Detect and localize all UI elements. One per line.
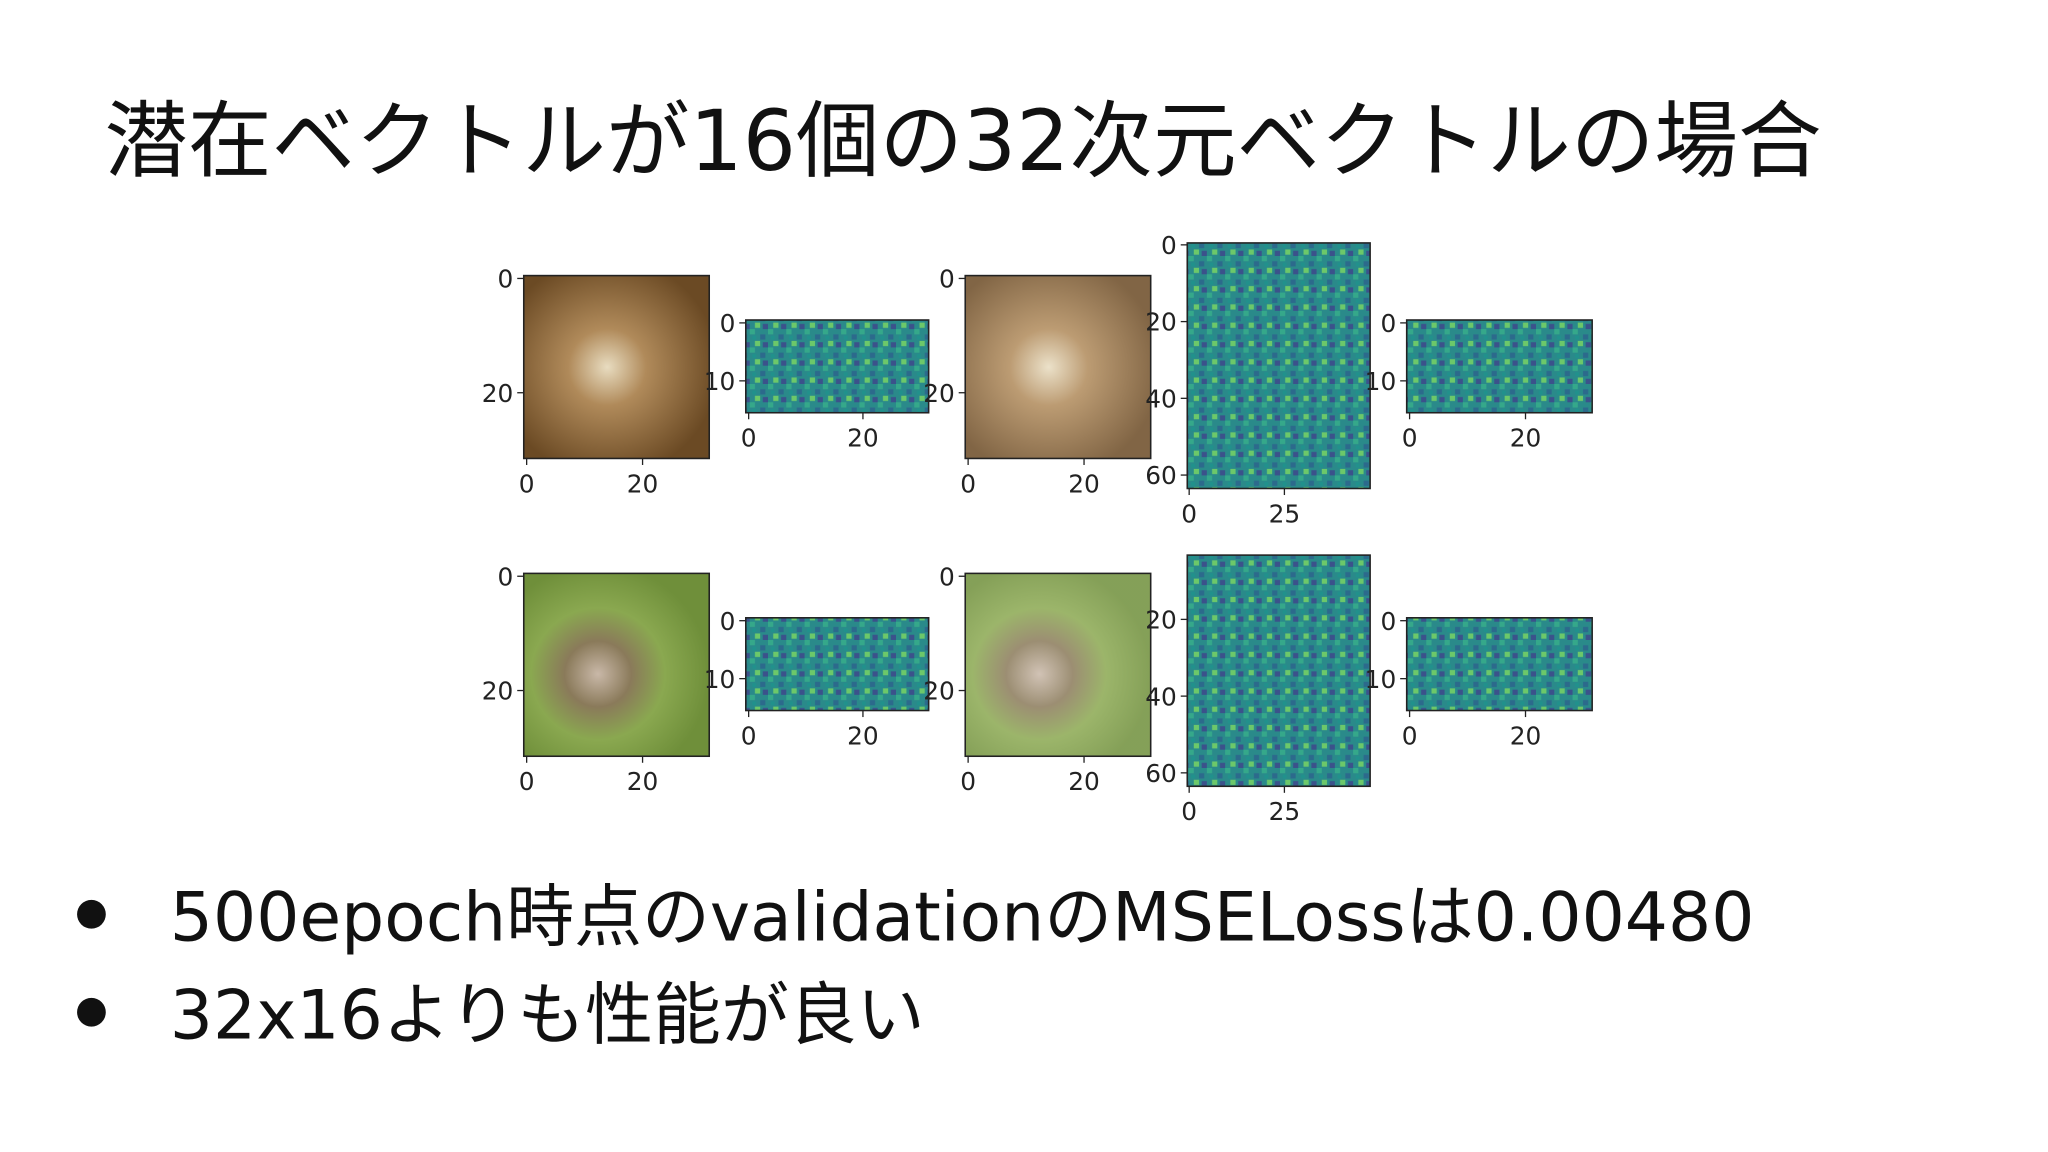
x-tick-label: 0 — [519, 767, 535, 796]
panel-frame — [522, 274, 711, 460]
image-panel — [965, 275, 1151, 459]
heatmap-panel — [745, 617, 929, 711]
y-tick-label: 40 — [1145, 384, 1177, 413]
y-tick-label: 10 — [1365, 665, 1397, 694]
x-tick-label: 20 — [847, 424, 879, 453]
panel-frame — [1186, 242, 1371, 490]
heatmap-panel — [1187, 555, 1371, 787]
x-tick-label: 20 — [1510, 424, 1542, 453]
heatmap-panel — [745, 320, 929, 413]
y-tick-label: 20 — [923, 379, 955, 408]
heatmap-panel — [1187, 242, 1371, 489]
x-tick-label: 0 — [1402, 721, 1418, 750]
y-tick-label: 0 — [720, 309, 736, 338]
y-tick-label: 40 — [1145, 682, 1177, 711]
panel-frame — [522, 572, 711, 758]
x-tick-label: 20 — [1068, 469, 1100, 498]
x-tick-label: 0 — [960, 767, 976, 796]
y-tick-label: 0 — [1380, 607, 1396, 636]
y-tick-label: 0 — [939, 562, 955, 591]
y-tick-label: 0 — [498, 562, 514, 591]
x-tick-label: 20 — [1510, 721, 1542, 750]
image-panel — [523, 573, 710, 757]
bullet-text: 500epoch時点のvalidationのMSELossは0.00480 — [170, 878, 1755, 957]
x-tick-label: 0 — [1181, 499, 1197, 528]
bullet-dot — [77, 899, 106, 929]
x-tick-label: 0 — [741, 424, 757, 453]
y-tick-label: 10 — [704, 665, 736, 694]
x-tick-label: 25 — [1269, 797, 1301, 826]
panel-frame — [1405, 319, 1593, 414]
panel-frame — [745, 617, 930, 712]
y-tick-label: 20 — [923, 677, 955, 706]
panel-frame — [1186, 554, 1371, 788]
x-tick-label: 0 — [1402, 424, 1418, 453]
x-tick-label: 20 — [627, 469, 659, 498]
heatmap-panel — [1406, 320, 1593, 413]
x-tick-label: 0 — [1181, 797, 1197, 826]
panel-frame — [745, 319, 930, 414]
x-tick-label: 20 — [627, 767, 659, 796]
slide-title: 潜在ベクトルが16個の32次元ベクトルの場合 — [104, 92, 1821, 190]
panel-frame — [964, 274, 1152, 460]
bullet-text: 32x16よりも性能が良い — [170, 976, 925, 1055]
y-tick-label: 20 — [482, 677, 514, 706]
y-tick-label: 0 — [1380, 309, 1396, 338]
panel-frame — [1405, 617, 1593, 712]
y-tick-label: 0 — [1161, 231, 1177, 260]
panel-frame — [964, 572, 1152, 758]
y-tick-label: 20 — [482, 379, 514, 408]
heatmap-panel — [1406, 617, 1593, 711]
y-tick-label: 0 — [720, 607, 736, 636]
x-tick-label: 20 — [1068, 767, 1100, 796]
y-tick-label: 60 — [1145, 461, 1177, 490]
y-tick-label: 0 — [939, 265, 955, 294]
x-tick-label: 25 — [1269, 499, 1301, 528]
y-tick-label: 10 — [704, 367, 736, 396]
y-tick-label: 20 — [1145, 606, 1177, 635]
bullet-dot — [77, 997, 106, 1027]
x-tick-label: 0 — [519, 469, 535, 498]
y-tick-label: 0 — [498, 265, 514, 294]
y-tick-label: 10 — [1365, 367, 1397, 396]
image-panel — [965, 573, 1151, 757]
x-tick-label: 0 — [741, 721, 757, 750]
image-panel — [523, 275, 710, 459]
x-tick-label: 20 — [847, 721, 879, 750]
x-tick-label: 0 — [960, 469, 976, 498]
y-tick-label: 20 — [1145, 308, 1177, 337]
y-tick-label: 60 — [1145, 759, 1177, 788]
